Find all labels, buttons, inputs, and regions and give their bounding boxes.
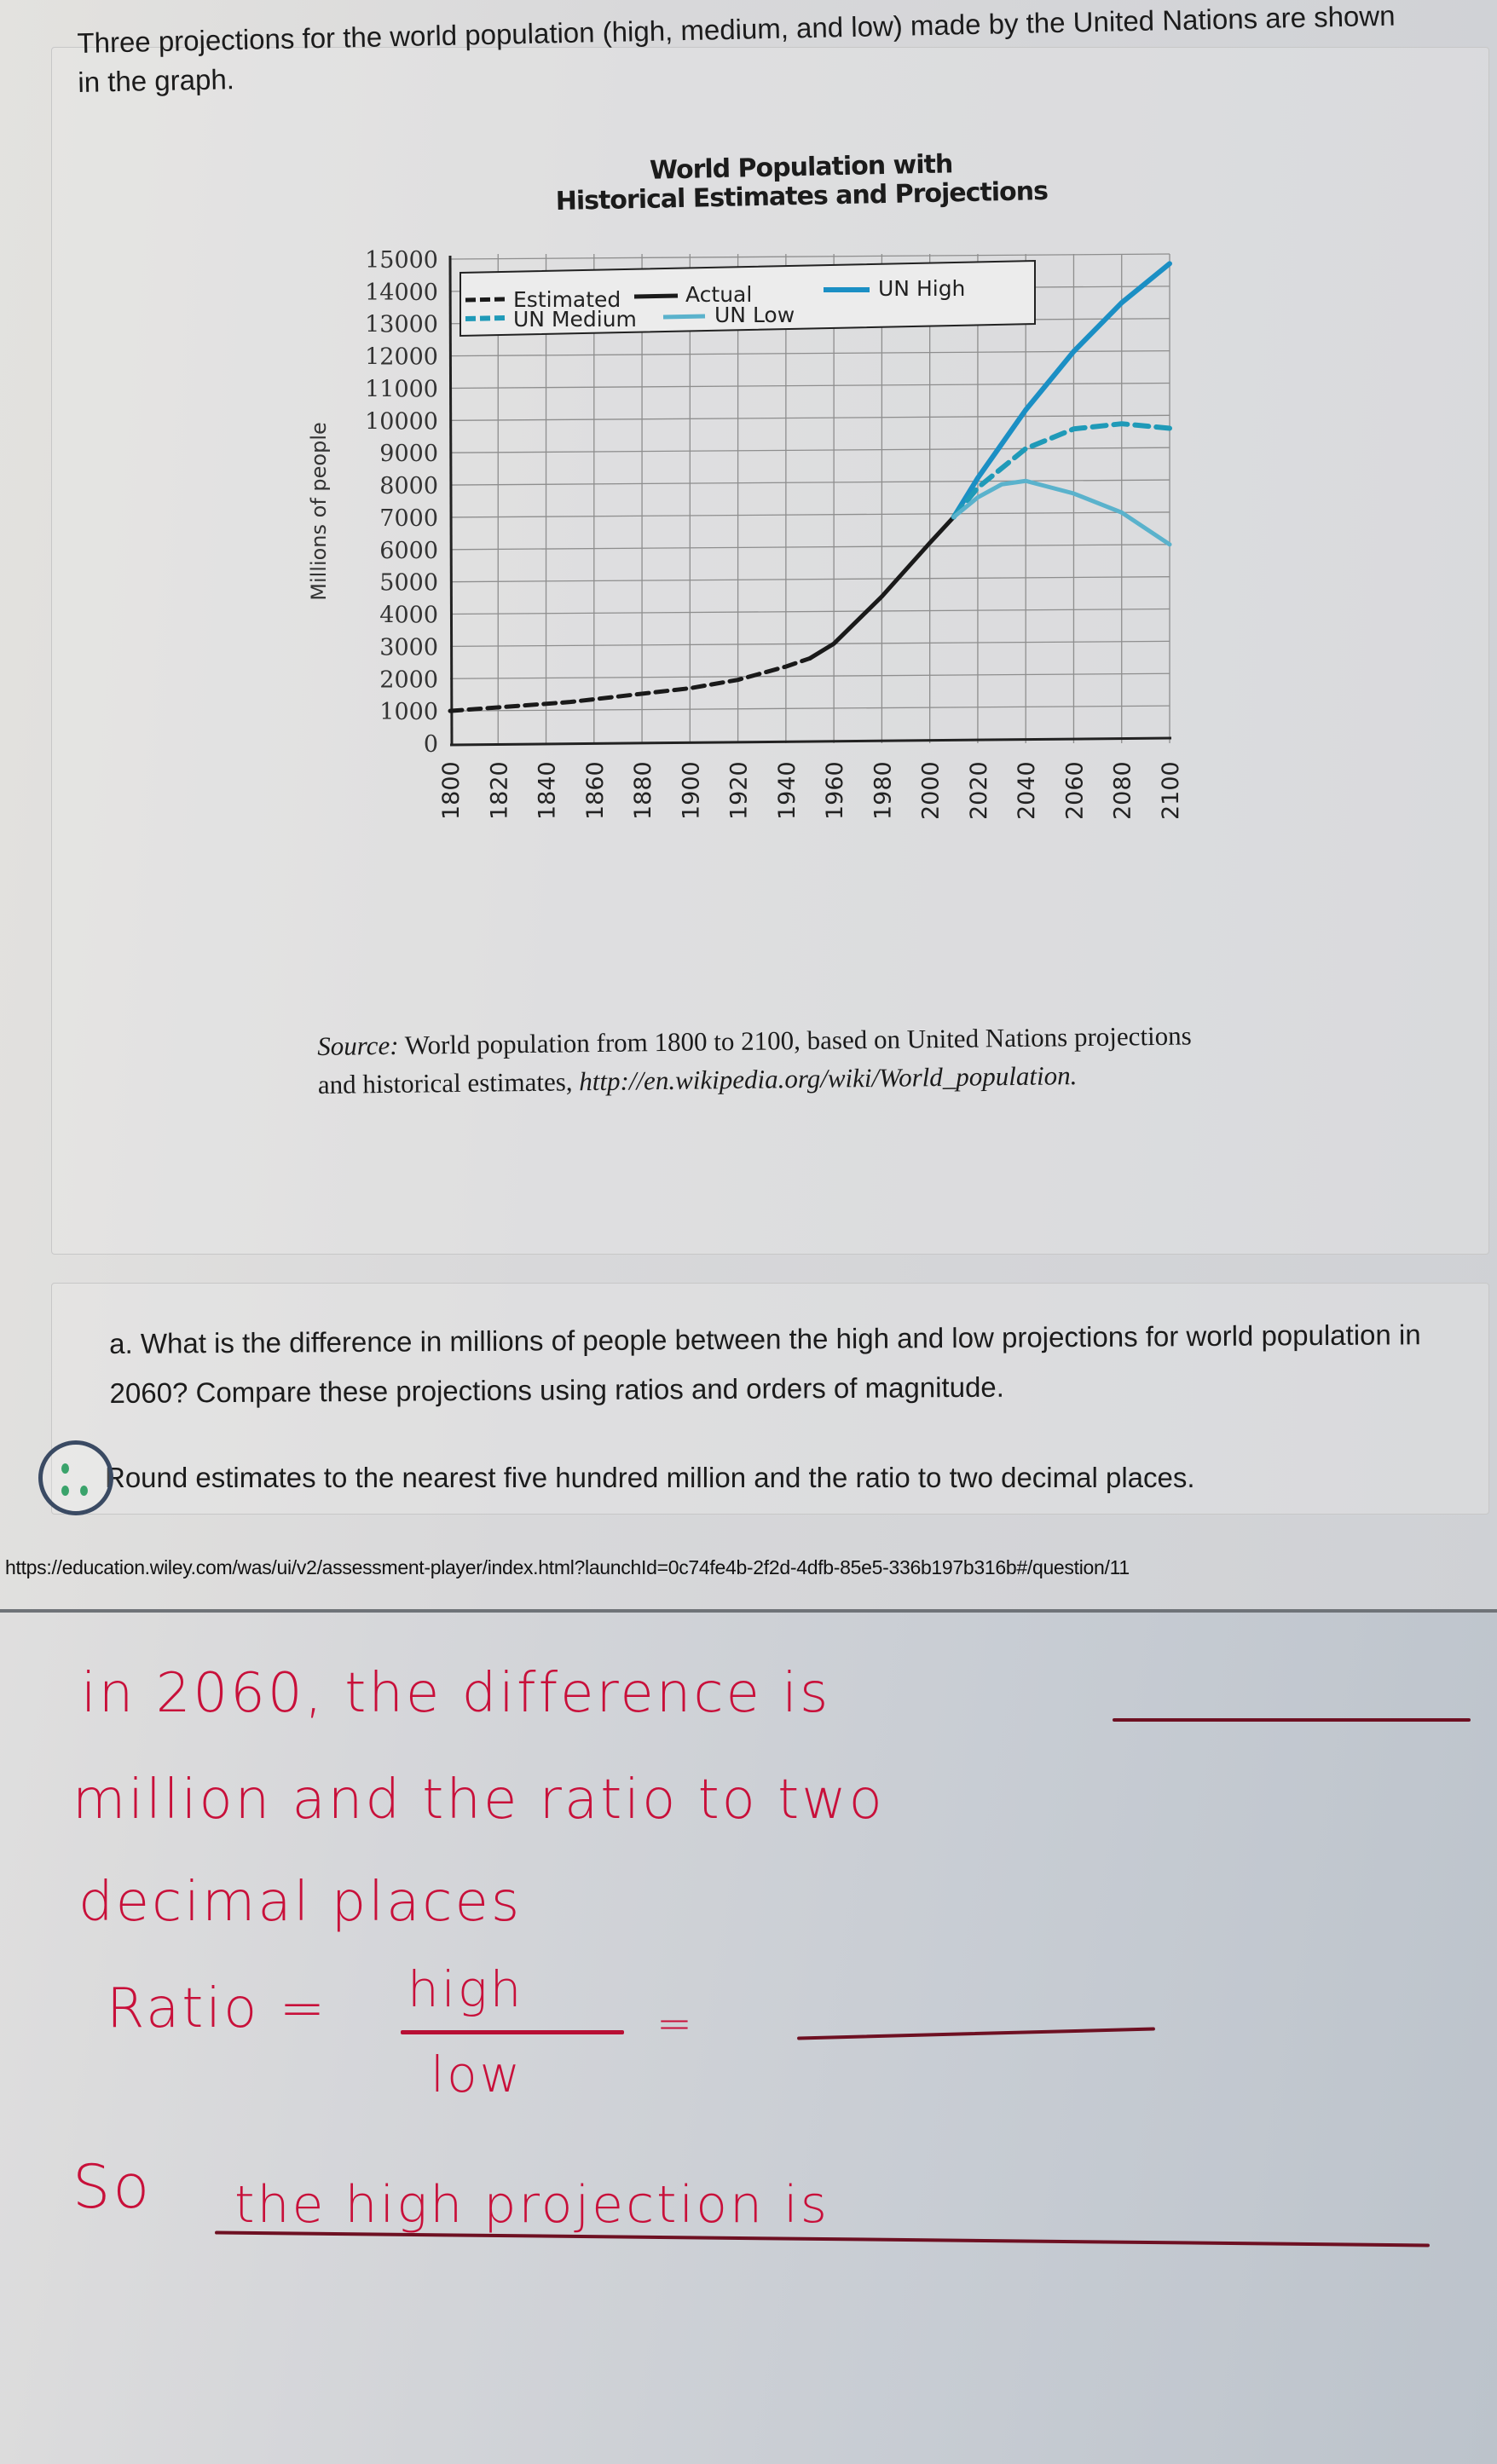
source-link[interactable]: http://en.wikipedia.org/wiki/World_popul…: [579, 1060, 1078, 1097]
ratio-equals: =: [656, 1999, 695, 2048]
svg-text:12000: 12000: [365, 344, 438, 371]
svg-text:0: 0: [424, 731, 438, 758]
problem-card: [51, 47, 1489, 1255]
ratio-denominator: low: [431, 2046, 523, 2103]
svg-text:1940: 1940: [774, 761, 801, 820]
series-actual: [807, 515, 957, 661]
svg-text:8000: 8000: [379, 473, 438, 499]
svg-text:7000: 7000: [379, 505, 438, 532]
svg-text:10000: 10000: [365, 408, 438, 435]
svg-text:1840: 1840: [535, 761, 561, 820]
svg-text:5000: 5000: [379, 570, 438, 597]
legend-un-high: UN High: [878, 276, 965, 301]
note-line-2: million and the ratio to two: [72, 1769, 885, 1832]
svg-text:2100: 2100: [1158, 761, 1184, 820]
legend-estimated: Estimated: [513, 287, 621, 312]
population-chart: 1500014000130001200011000100009000800070…: [307, 247, 1184, 820]
ratio-label: Ratio =: [107, 1977, 328, 2040]
svg-text:2080: 2080: [1110, 761, 1136, 820]
so-label: So: [72, 2152, 153, 2222]
svg-text:1000: 1000: [379, 699, 438, 725]
legend-un-medium: UN Medium: [513, 307, 637, 332]
chart-source: Source: World population from 1800 to 21…: [317, 1016, 1222, 1104]
svg-text:1800: 1800: [438, 761, 465, 820]
y-tick-labels: 1500014000130001200011000100009000800070…: [365, 247, 438, 758]
hint-text: Round estimates to the nearest five hund…: [105, 1462, 1195, 1493]
note-line-1: in 2060, the difference is: [81, 1662, 831, 1725]
series-un-medium: [951, 421, 1172, 520]
svg-text:11000: 11000: [365, 376, 438, 402]
svg-text:1820: 1820: [486, 761, 512, 820]
blank-ratio[interactable]: [797, 2027, 1155, 2040]
question-card: [51, 1283, 1489, 1515]
svg-text:6000: 6000: [379, 538, 438, 564]
svg-text:14000: 14000: [365, 280, 438, 306]
browser-screen: Three projections for the world populati…: [0, 0, 1497, 1611]
series-estimated: [448, 655, 812, 713]
x-axis: [449, 736, 1172, 747]
svg-text:1960: 1960: [822, 761, 848, 820]
page-url: https://education.wiley.com/was/ui/v2/as…: [5, 1556, 1130, 1578]
chart-title: World Population with Historical Estimat…: [545, 148, 1057, 217]
fraction-bar: [401, 2030, 624, 2034]
svg-text:1900: 1900: [678, 761, 704, 820]
svg-text:1860: 1860: [582, 761, 609, 820]
svg-text:2060: 2060: [1061, 761, 1088, 820]
svg-text:13000: 13000: [365, 312, 438, 338]
note-line-3: decimal places: [78, 1871, 523, 1934]
x-tick-labels: 1800 1820 1840 1860 1880 1900 1920 1940 1960 1980…: [438, 761, 1184, 820]
series-un-high: [951, 261, 1172, 520]
svg-text:1980: 1980: [870, 761, 896, 820]
y-axis: [448, 255, 454, 746]
svg-text:1880: 1880: [630, 761, 656, 820]
svg-text:1920: 1920: [726, 761, 753, 820]
so-text: the high projection is: [234, 2175, 829, 2235]
hint-bubble-icon[interactable]: [38, 1440, 113, 1515]
svg-text:4000: 4000: [379, 603, 438, 629]
y-axis-label: Millions of people: [307, 422, 331, 601]
svg-text:2000: 2000: [918, 761, 945, 820]
svg-text:9000: 9000: [379, 441, 438, 467]
legend-un-low: UN Low: [714, 303, 795, 327]
series-un-low: [951, 478, 1172, 547]
source-label: Source:: [317, 1030, 399, 1061]
svg-text:2040: 2040: [1014, 761, 1040, 820]
hint-row: Round estimates to the nearest five hund…: [38, 1440, 1195, 1515]
chart-series: [448, 261, 1172, 713]
svg-text:15000: 15000: [365, 247, 438, 274]
blank-difference[interactable]: [1113, 1718, 1471, 1722]
svg-text:2000: 2000: [379, 666, 438, 693]
question-text: a. What is the difference in millions of…: [109, 1319, 1421, 1409]
legend-actual: Actual: [685, 282, 752, 307]
svg-text:3000: 3000: [379, 634, 438, 661]
screen-divider: [0, 1609, 1497, 1613]
ratio-numerator: high: [407, 1960, 524, 2018]
svg-text:2020: 2020: [966, 761, 992, 820]
chart-legend: Estimated Actual UN High UN Medium UN Lo…: [460, 259, 1036, 338]
